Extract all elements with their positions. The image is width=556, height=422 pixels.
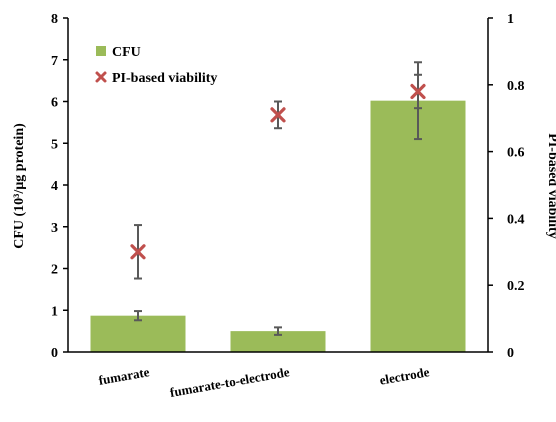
y-tick-label-2: 2 [51,263,58,278]
category-labels: fumarate fumarate-to-electrode electrode [97,364,430,400]
bar-2 [370,100,466,352]
legend-marker-viability [95,71,107,83]
y2-axis-title: PI-based viability [545,133,556,238]
y-tick-label-8: 8 [51,12,58,27]
markers-layer [130,83,426,260]
cfu-errorbar-0 [134,310,142,322]
legend: CFU PI-based viability [95,45,217,86]
legend-label-cfu: CFU [112,45,141,60]
y2-tick-label-2: 0.4 [507,212,525,227]
bar-0 [90,315,186,352]
y-tick-label-0: 0 [51,346,58,361]
legend-label-viability: PI-based viability [112,71,217,86]
y2-tick-label-1: 0.2 [507,279,525,294]
y2-tick-label-3: 0.6 [507,146,525,161]
viability-point-1 [270,107,286,123]
category-label-2: electrode [378,364,430,388]
y-tick-label-5: 5 [51,137,58,152]
viability-point-2 [410,83,426,100]
y2-tick-label-4: 0.8 [507,79,525,94]
legend-swatch-cfu [96,46,106,56]
ticks-layer: 0 1 2 3 4 5 6 7 8 0 0.2 0.4 0.6 0.8 1 [51,12,525,361]
y-tick-label-1: 1 [51,304,58,319]
y-tick-label-4: 4 [51,179,58,194]
category-label-0: fumarate [97,364,150,388]
y-tick-label-3: 3 [51,221,58,236]
y2-tick-label-5: 1 [507,12,514,27]
y-tick-label-7: 7 [51,54,58,69]
bar-1 [230,331,326,352]
viability-point-0 [130,244,146,260]
y-tick-label-6: 6 [51,96,58,111]
category-label-1: fumarate-to-electrode [169,364,291,400]
y2-tick-label-0: 0 [507,346,514,361]
bars-layer [90,100,466,352]
y-axis-title: CFU (10³/µg protein) [12,123,27,249]
cfu-errorbar-1 [274,326,282,336]
